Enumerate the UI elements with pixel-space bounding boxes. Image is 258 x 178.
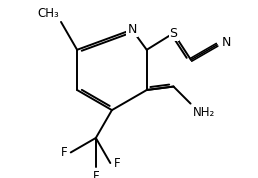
- Text: NH₂: NH₂: [192, 106, 215, 119]
- Text: F: F: [61, 146, 68, 159]
- Text: F: F: [93, 170, 99, 178]
- Text: F: F: [114, 156, 120, 169]
- Text: S: S: [170, 27, 178, 40]
- Text: CH₃: CH₃: [37, 7, 59, 20]
- Text: N: N: [127, 23, 137, 36]
- Text: N: N: [221, 36, 231, 49]
